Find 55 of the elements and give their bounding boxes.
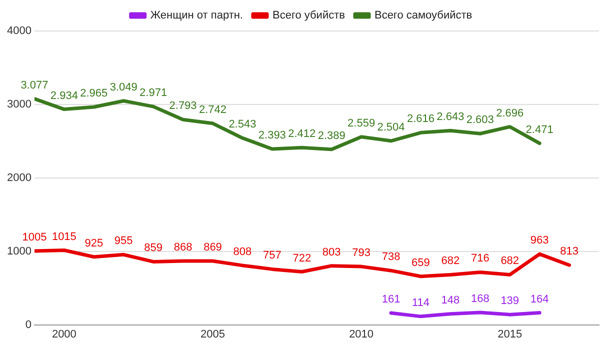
data-label: 2.412 [288, 128, 316, 140]
data-label: 682 [441, 255, 460, 268]
data-label: 793 [352, 247, 370, 260]
data-label: 168 [470, 292, 490, 305]
data-label: 2.504 [377, 121, 405, 134]
legend-label: Женщин от партн. [150, 10, 243, 22]
data-label: 1015 [52, 230, 76, 243]
data-label: 2.934 [50, 90, 78, 102]
legend-label: Всего убийств [272, 10, 346, 22]
data-label: 963 [530, 234, 549, 247]
data-label: 955 [114, 235, 133, 248]
x-tick-label: 2000 [52, 328, 76, 340]
data-label: 2.471 [526, 124, 554, 136]
y-tick-label: 0 [25, 318, 32, 331]
y-tick-label: 2000 [6, 172, 32, 184]
y-tick-label: 1000 [6, 245, 32, 258]
data-label: 2.603 [466, 114, 494, 126]
data-label: 716 [470, 252, 490, 265]
data-label: 1005 [22, 232, 47, 244]
data-label: 869 [204, 242, 222, 254]
data-label: 738 [382, 251, 400, 264]
x-tick-label: 2005 [200, 328, 225, 340]
data-label: 2.742 [198, 104, 227, 116]
y-tick-label: 4000 [6, 25, 32, 38]
data-label: 2.389 [318, 130, 346, 142]
data-label: 114 [412, 296, 430, 309]
data-label: 925 [84, 237, 104, 250]
data-label: 148 [441, 294, 460, 306]
data-label: 2.971 [140, 87, 168, 100]
data-label: 682 [500, 255, 520, 268]
x-tick-label: 2010 [349, 328, 374, 340]
data-label: 164 [530, 293, 549, 306]
data-label: 2.559 [348, 117, 376, 130]
y-tick-label: 3000 [6, 98, 32, 110]
data-label: 803 [322, 246, 341, 258]
data-label: 808 [233, 246, 252, 258]
data-label: 161 [382, 294, 400, 306]
data-label: 722 [292, 252, 312, 264]
legend-label: Всего самоубийств [374, 10, 472, 22]
data-label: 139 [500, 295, 520, 308]
data-label: 2.643 [436, 111, 464, 124]
data-label: 868 [174, 242, 192, 254]
data-label: 2.696 [496, 107, 524, 120]
data-label: 659 [412, 256, 430, 269]
data-label: 2.393 [258, 130, 286, 142]
data-label: 2.543 [228, 118, 256, 131]
data-label: 757 [262, 250, 282, 262]
data-label: 2.965 [80, 88, 108, 100]
data-label: 2.793 [169, 100, 197, 112]
data-label: 3.049 [110, 81, 138, 94]
x-tick-label: 2015 [498, 328, 522, 340]
data-label: 813 [560, 246, 578, 258]
data-label: 859 [144, 242, 162, 254]
data-label: 2.616 [406, 113, 434, 126]
data-label: 3.077 [20, 79, 48, 92]
